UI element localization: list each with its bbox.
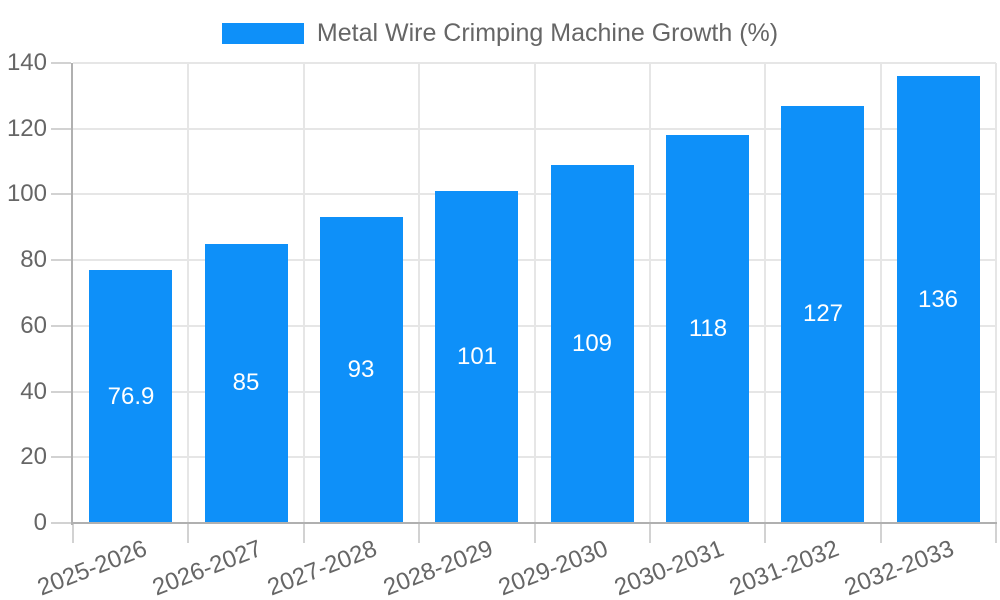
y-tick-label: 60 — [20, 311, 47, 339]
v-gridline — [995, 63, 997, 523]
y-tick-label: 80 — [20, 246, 47, 274]
x-tick-mark — [764, 523, 767, 543]
x-tick-mark — [72, 523, 74, 543]
bar[interactable] — [205, 244, 288, 522]
v-gridline — [879, 63, 882, 523]
legend-label: Metal Wire Crimping Machine Growth (%) — [316, 18, 779, 47]
y-tick-label: 40 — [20, 377, 47, 405]
y-tick-mark — [51, 127, 71, 130]
bar[interactable] — [897, 76, 980, 522]
v-gridline — [302, 63, 305, 523]
y-tick-mark — [51, 259, 71, 262]
legend-swatch — [221, 22, 304, 44]
v-gridline — [187, 63, 190, 523]
y-tick-mark — [51, 324, 71, 327]
y-tick-label: 100 — [6, 180, 47, 208]
x-tick-mark — [648, 523, 651, 543]
x-tick-mark — [302, 523, 305, 543]
y-tick-mark — [51, 390, 71, 393]
y-tick-label: 20 — [20, 443, 47, 471]
bar-value-label: 85 — [232, 369, 260, 396]
bar[interactable] — [320, 217, 403, 522]
bar-value-label: 136 — [917, 286, 959, 313]
bar[interactable] — [666, 135, 749, 522]
v-gridline — [648, 63, 651, 523]
bar-value-label: 127 — [802, 300, 844, 327]
bar-value-label: 93 — [347, 356, 375, 383]
bar[interactable] — [551, 165, 634, 522]
y-tick-mark — [51, 62, 71, 64]
bar-value-label: 118 — [688, 315, 728, 342]
y-tick-mark — [51, 193, 71, 196]
y-axis-line — [71, 63, 73, 525]
x-tick-mark — [533, 523, 536, 543]
x-axis-line — [71, 522, 997, 524]
bar-value-label: 76.9 — [107, 383, 155, 410]
y-tick-mark — [51, 456, 71, 459]
v-gridline — [764, 63, 767, 523]
x-tick-mark — [418, 523, 421, 543]
x-tick-mark — [995, 523, 997, 543]
bar[interactable] — [781, 106, 864, 522]
x-tick-mark — [187, 523, 190, 543]
legend-item[interactable]: Metal Wire Crimping Machine Growth (%) — [0, 10, 1000, 56]
v-gridline — [418, 63, 421, 523]
y-tick-mark — [51, 522, 71, 524]
x-tick-mark — [879, 523, 882, 543]
bar[interactable] — [89, 270, 172, 522]
bar-value-label: 109 — [571, 330, 613, 357]
bar-value-label: 101 — [456, 343, 498, 370]
v-gridline — [533, 63, 536, 523]
y-tick-label: 120 — [6, 114, 47, 142]
y-tick-label: 140 — [6, 49, 47, 76]
y-tick-label: 0 — [33, 509, 47, 536]
bar[interactable] — [435, 191, 518, 522]
